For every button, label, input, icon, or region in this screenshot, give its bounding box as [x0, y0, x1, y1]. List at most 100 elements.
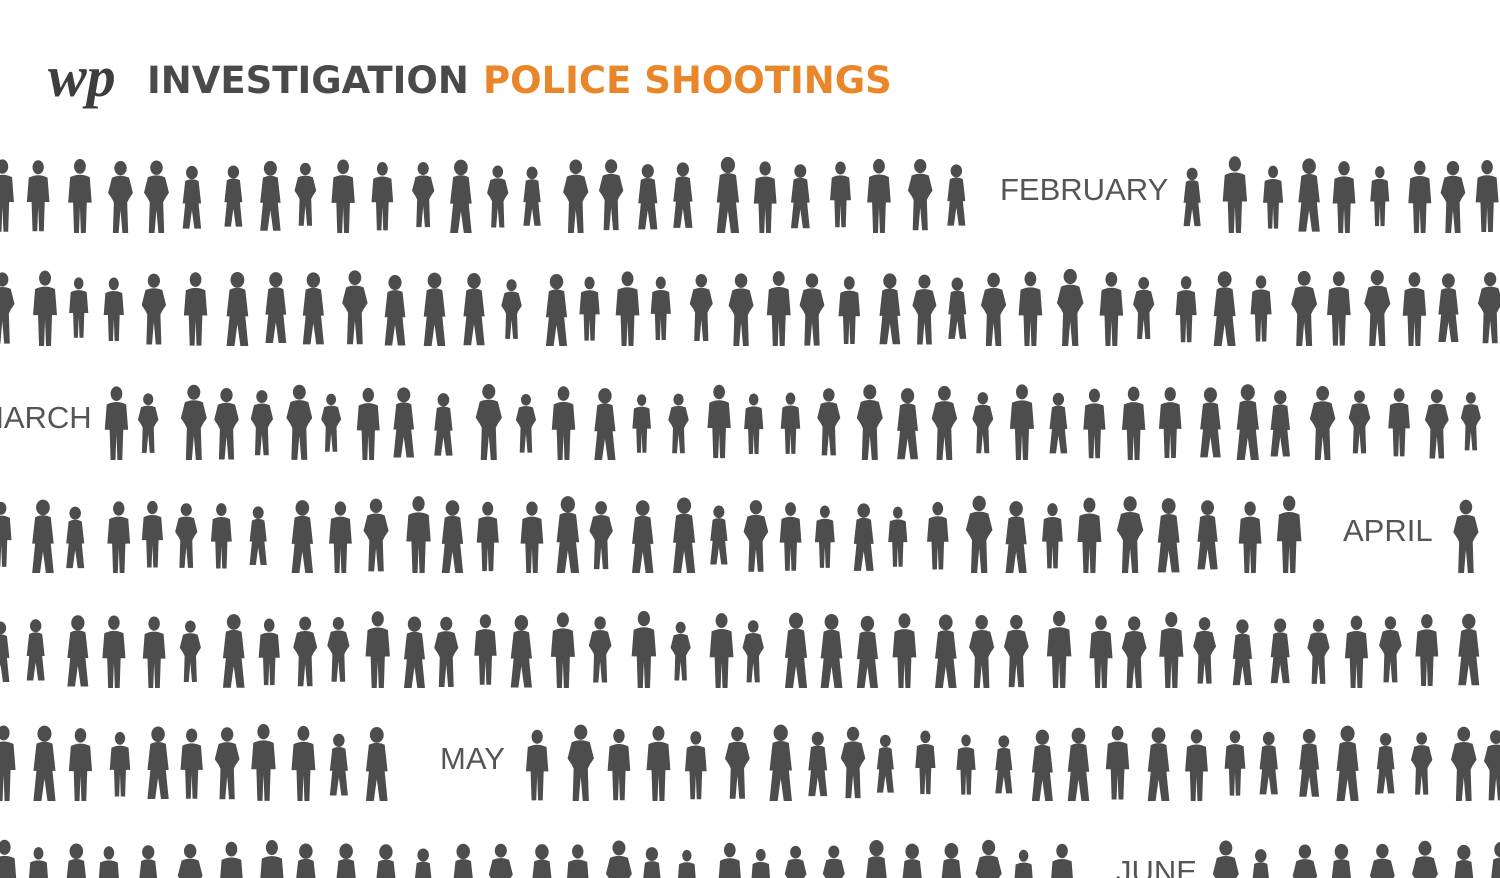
silhouette	[68, 159, 92, 233]
silhouette	[579, 276, 600, 341]
silhouette	[707, 384, 731, 459]
silhouette	[249, 506, 267, 565]
silhouette	[523, 166, 541, 226]
silhouette	[365, 727, 388, 801]
silhouette	[295, 843, 317, 878]
silhouette	[1424, 389, 1449, 459]
silhouette	[137, 393, 159, 453]
silhouette	[68, 728, 93, 802]
silhouette	[291, 725, 316, 801]
silhouette	[434, 616, 459, 688]
kicker: INVESTIGATION	[147, 59, 469, 102]
silhouette	[463, 273, 485, 346]
silhouette	[104, 386, 129, 460]
silhouette	[948, 277, 967, 339]
silhouette	[403, 616, 425, 688]
silhouette	[814, 505, 835, 568]
silhouette	[980, 272, 1007, 346]
silhouette	[710, 505, 728, 565]
silhouette	[487, 165, 509, 228]
silhouette	[1049, 392, 1068, 454]
logo: wp	[48, 44, 116, 109]
silhouette	[1412, 840, 1438, 878]
silhouette	[1379, 616, 1402, 683]
silhouette	[969, 614, 995, 688]
silhouette	[1046, 610, 1072, 688]
silhouette	[1460, 392, 1481, 451]
silhouette	[779, 502, 802, 571]
silhouette	[673, 497, 696, 574]
silhouette	[1376, 733, 1395, 794]
silhouette	[0, 272, 15, 344]
silhouette	[598, 159, 624, 231]
silhouette	[222, 614, 245, 688]
silhouette	[520, 501, 544, 573]
silhouette	[177, 843, 203, 878]
silhouette	[1067, 727, 1090, 801]
silhouette	[258, 618, 280, 686]
silhouette	[838, 276, 861, 344]
silhouette	[1003, 614, 1029, 688]
silhouette	[28, 847, 49, 878]
silhouette	[224, 165, 243, 227]
silhouette	[138, 845, 158, 878]
silhouette	[888, 506, 908, 567]
silhouette	[607, 728, 631, 801]
silhouette	[556, 496, 580, 573]
silhouette	[780, 392, 801, 454]
silhouette	[1183, 167, 1201, 227]
silhouette	[1077, 497, 1102, 573]
silhouette	[1042, 503, 1063, 569]
silhouette	[820, 613, 843, 688]
silhouette	[1158, 387, 1182, 459]
silhouette	[214, 727, 240, 800]
silhouette	[180, 384, 207, 460]
silhouette	[1050, 843, 1074, 878]
silhouette	[784, 845, 807, 878]
silhouette	[1369, 843, 1395, 878]
silhouette	[1133, 277, 1155, 340]
silhouette	[423, 272, 446, 347]
silhouette	[1402, 272, 1427, 346]
silhouette	[1236, 384, 1259, 460]
silhouette	[1348, 390, 1371, 454]
silhouette	[1299, 728, 1320, 797]
silhouette	[141, 273, 167, 345]
silhouette	[743, 500, 769, 572]
silhouette	[0, 501, 12, 567]
silhouette	[879, 273, 901, 345]
silhouette	[1056, 268, 1084, 346]
silhouette	[251, 724, 276, 801]
silhouette	[1238, 501, 1262, 573]
silhouette	[840, 726, 866, 799]
silhouette	[718, 842, 742, 878]
silhouette	[180, 728, 203, 799]
silhouette	[1005, 501, 1027, 573]
silhouette	[414, 848, 433, 878]
silhouette	[822, 845, 845, 878]
silhouette	[210, 503, 232, 569]
silhouette	[856, 384, 883, 460]
silhouette	[434, 393, 453, 456]
silhouette	[1408, 160, 1432, 233]
silhouette	[615, 271, 640, 346]
silhouette	[1197, 500, 1218, 570]
silhouette	[668, 393, 689, 454]
silhouette	[724, 726, 750, 799]
silhouette	[632, 500, 654, 574]
silhouette	[329, 733, 348, 796]
silhouette	[744, 393, 764, 454]
silhouette	[293, 616, 318, 687]
silhouette	[67, 615, 89, 687]
silhouette	[907, 158, 933, 231]
silhouette	[294, 162, 317, 226]
silhouette	[515, 393, 537, 453]
silhouette	[363, 498, 389, 572]
silhouette	[26, 160, 50, 232]
silhouette	[650, 276, 671, 340]
silhouette	[677, 849, 697, 878]
silhouette	[1250, 275, 1272, 342]
silhouette	[799, 273, 825, 346]
silhouette	[1364, 270, 1391, 347]
